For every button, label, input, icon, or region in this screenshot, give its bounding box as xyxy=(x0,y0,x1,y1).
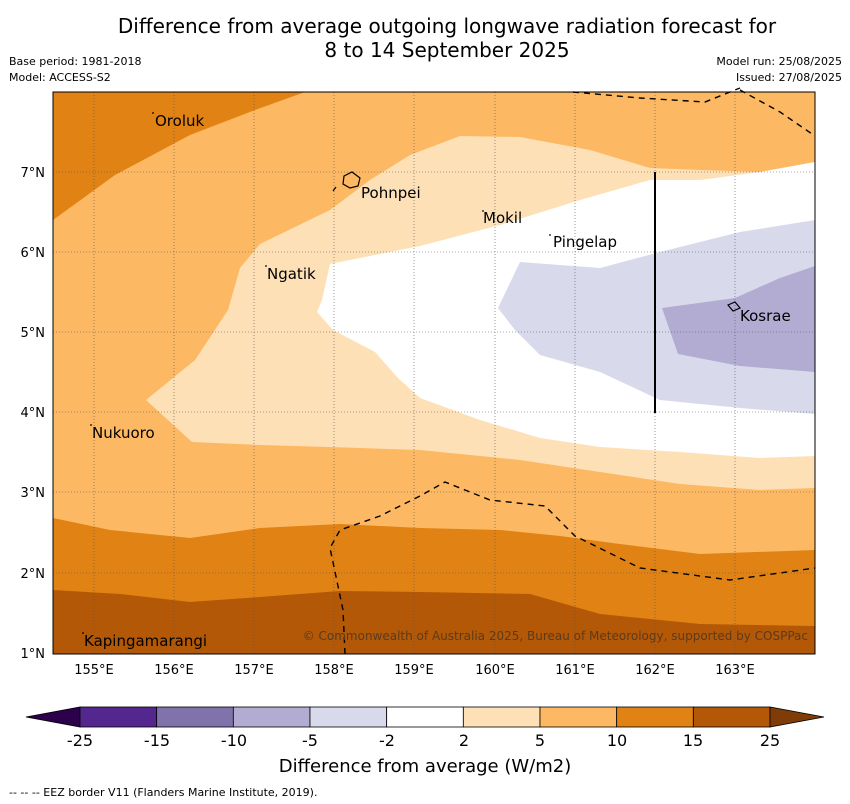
lon-tick: 158°E xyxy=(314,663,354,678)
colorbar-tick: 25 xyxy=(760,731,780,750)
contour-fields xyxy=(53,92,815,654)
colorbar-tick: 2 xyxy=(459,731,469,750)
lon-tick: 162°E xyxy=(635,663,675,678)
field-15-25 xyxy=(53,590,815,654)
colorbar-tick: -15 xyxy=(144,731,170,750)
place-label-ngatik: Ngatik xyxy=(267,265,316,283)
copyright-notice: © Commonwealth of Australia 2025, Bureau… xyxy=(303,629,808,643)
place-label-kapingamarangi: Kapingamarangi xyxy=(84,632,207,650)
colorbar-tick: 5 xyxy=(535,731,545,750)
base-period: Base period: 1981-2018 xyxy=(9,55,142,68)
colorbar-segment xyxy=(539,706,618,728)
colorbar-segment xyxy=(616,706,694,728)
field-minus5-minus10 xyxy=(662,266,815,372)
lat-tick: 5°N xyxy=(21,326,46,341)
issued-date: Issued: 27/08/2025 xyxy=(735,71,842,84)
pohnpei-island xyxy=(342,171,361,189)
colorbar-label: Difference from average (W/m2) xyxy=(279,756,571,777)
graticule xyxy=(53,92,815,654)
lat-tick-labels: 1°N 2°N 3°N 4°N 5°N 6°N 7°N xyxy=(21,166,46,662)
place-label-nukuoro: Nukuoro xyxy=(92,424,155,442)
lat-tick: 4°N xyxy=(21,406,46,421)
field-minus2-minus5 xyxy=(498,220,815,414)
eez-borders xyxy=(329,87,816,655)
colorbar-tick: -2 xyxy=(379,731,395,750)
islands xyxy=(332,171,741,312)
lat-tick: 2°N xyxy=(21,567,46,582)
colorbar-tick: 15 xyxy=(683,731,703,750)
place-markers xyxy=(82,112,551,634)
lon-tick: 159°E xyxy=(394,663,434,678)
lon-tick: 156°E xyxy=(154,663,194,678)
eez-line-north xyxy=(572,87,741,103)
meta-right: Model run: 25/08/2025 Issued: 27/08/2025 xyxy=(716,54,842,86)
colorbar-tick: 10 xyxy=(607,731,627,750)
lat-tick: 7°N xyxy=(21,166,46,181)
map-frame xyxy=(52,91,816,655)
lon-tick: 155°E xyxy=(74,663,114,678)
place-label-pingelap: Pingelap xyxy=(553,233,617,251)
lon-tick-labels: 155°E 156°E 157°E 158°E 159°E 160°E 161°… xyxy=(74,663,755,678)
eez-footnote: -- -- -- EEZ border V11 (Flanders Marine… xyxy=(9,786,318,799)
place-labels: Oroluk Pohnpei Mokil Pingelap Ngatik Kos… xyxy=(84,112,791,650)
kosrae-island xyxy=(727,301,741,312)
model-run: Model run: 25/08/2025 xyxy=(716,55,842,68)
place-label-pohnpei: Pohnpei xyxy=(361,184,421,202)
colorbar-tick: -10 xyxy=(221,731,247,750)
title-line-1: Difference from average outgoing longwav… xyxy=(117,14,777,38)
lon-tick: 160°E xyxy=(475,663,515,678)
colorbar-tick: -5 xyxy=(302,731,318,750)
colorbar xyxy=(25,706,825,728)
colorbar-segment xyxy=(232,706,311,728)
lon-tick: 157°E xyxy=(234,663,274,678)
field-10-15-north xyxy=(53,92,305,220)
eez-line-south xyxy=(329,481,816,655)
colorbar-segment xyxy=(692,706,771,728)
colorbar-segment xyxy=(156,706,234,728)
colorbar-segment xyxy=(79,706,158,728)
colorbar-segment xyxy=(462,706,541,728)
model-name: Model: ACCESS-S2 xyxy=(9,71,111,84)
lat-tick: 1°N xyxy=(21,647,46,662)
colorbar-under-arrow xyxy=(25,706,81,728)
colorbar-tick-labels: -25 -15 -10 -5 -2 2 5 10 15 25 xyxy=(67,731,780,750)
chart-title: Difference from average outgoing longwav… xyxy=(0,14,850,62)
lon-tick: 163°E xyxy=(715,663,755,678)
pohnpei-reef xyxy=(332,186,337,192)
meta-left: Base period: 1981-2018 Model: ACCESS-S2 xyxy=(9,54,141,86)
eez-line-northeast xyxy=(739,89,816,137)
lat-tick: 3°N xyxy=(21,486,46,501)
title-line-2: 8 to 14 September 2025 xyxy=(324,38,570,62)
colorbar-segment xyxy=(309,706,388,728)
colorbar-tick: -25 xyxy=(67,731,93,750)
place-label-oroluk: Oroluk xyxy=(155,112,204,130)
place-label-kosrae: Kosrae xyxy=(740,307,791,325)
colorbar-over-arrow xyxy=(769,706,825,728)
lon-tick: 161°E xyxy=(555,663,595,678)
place-label-mokil: Mokil xyxy=(483,209,522,227)
colorbar-segment xyxy=(386,706,464,728)
lat-tick: 6°N xyxy=(21,246,46,261)
